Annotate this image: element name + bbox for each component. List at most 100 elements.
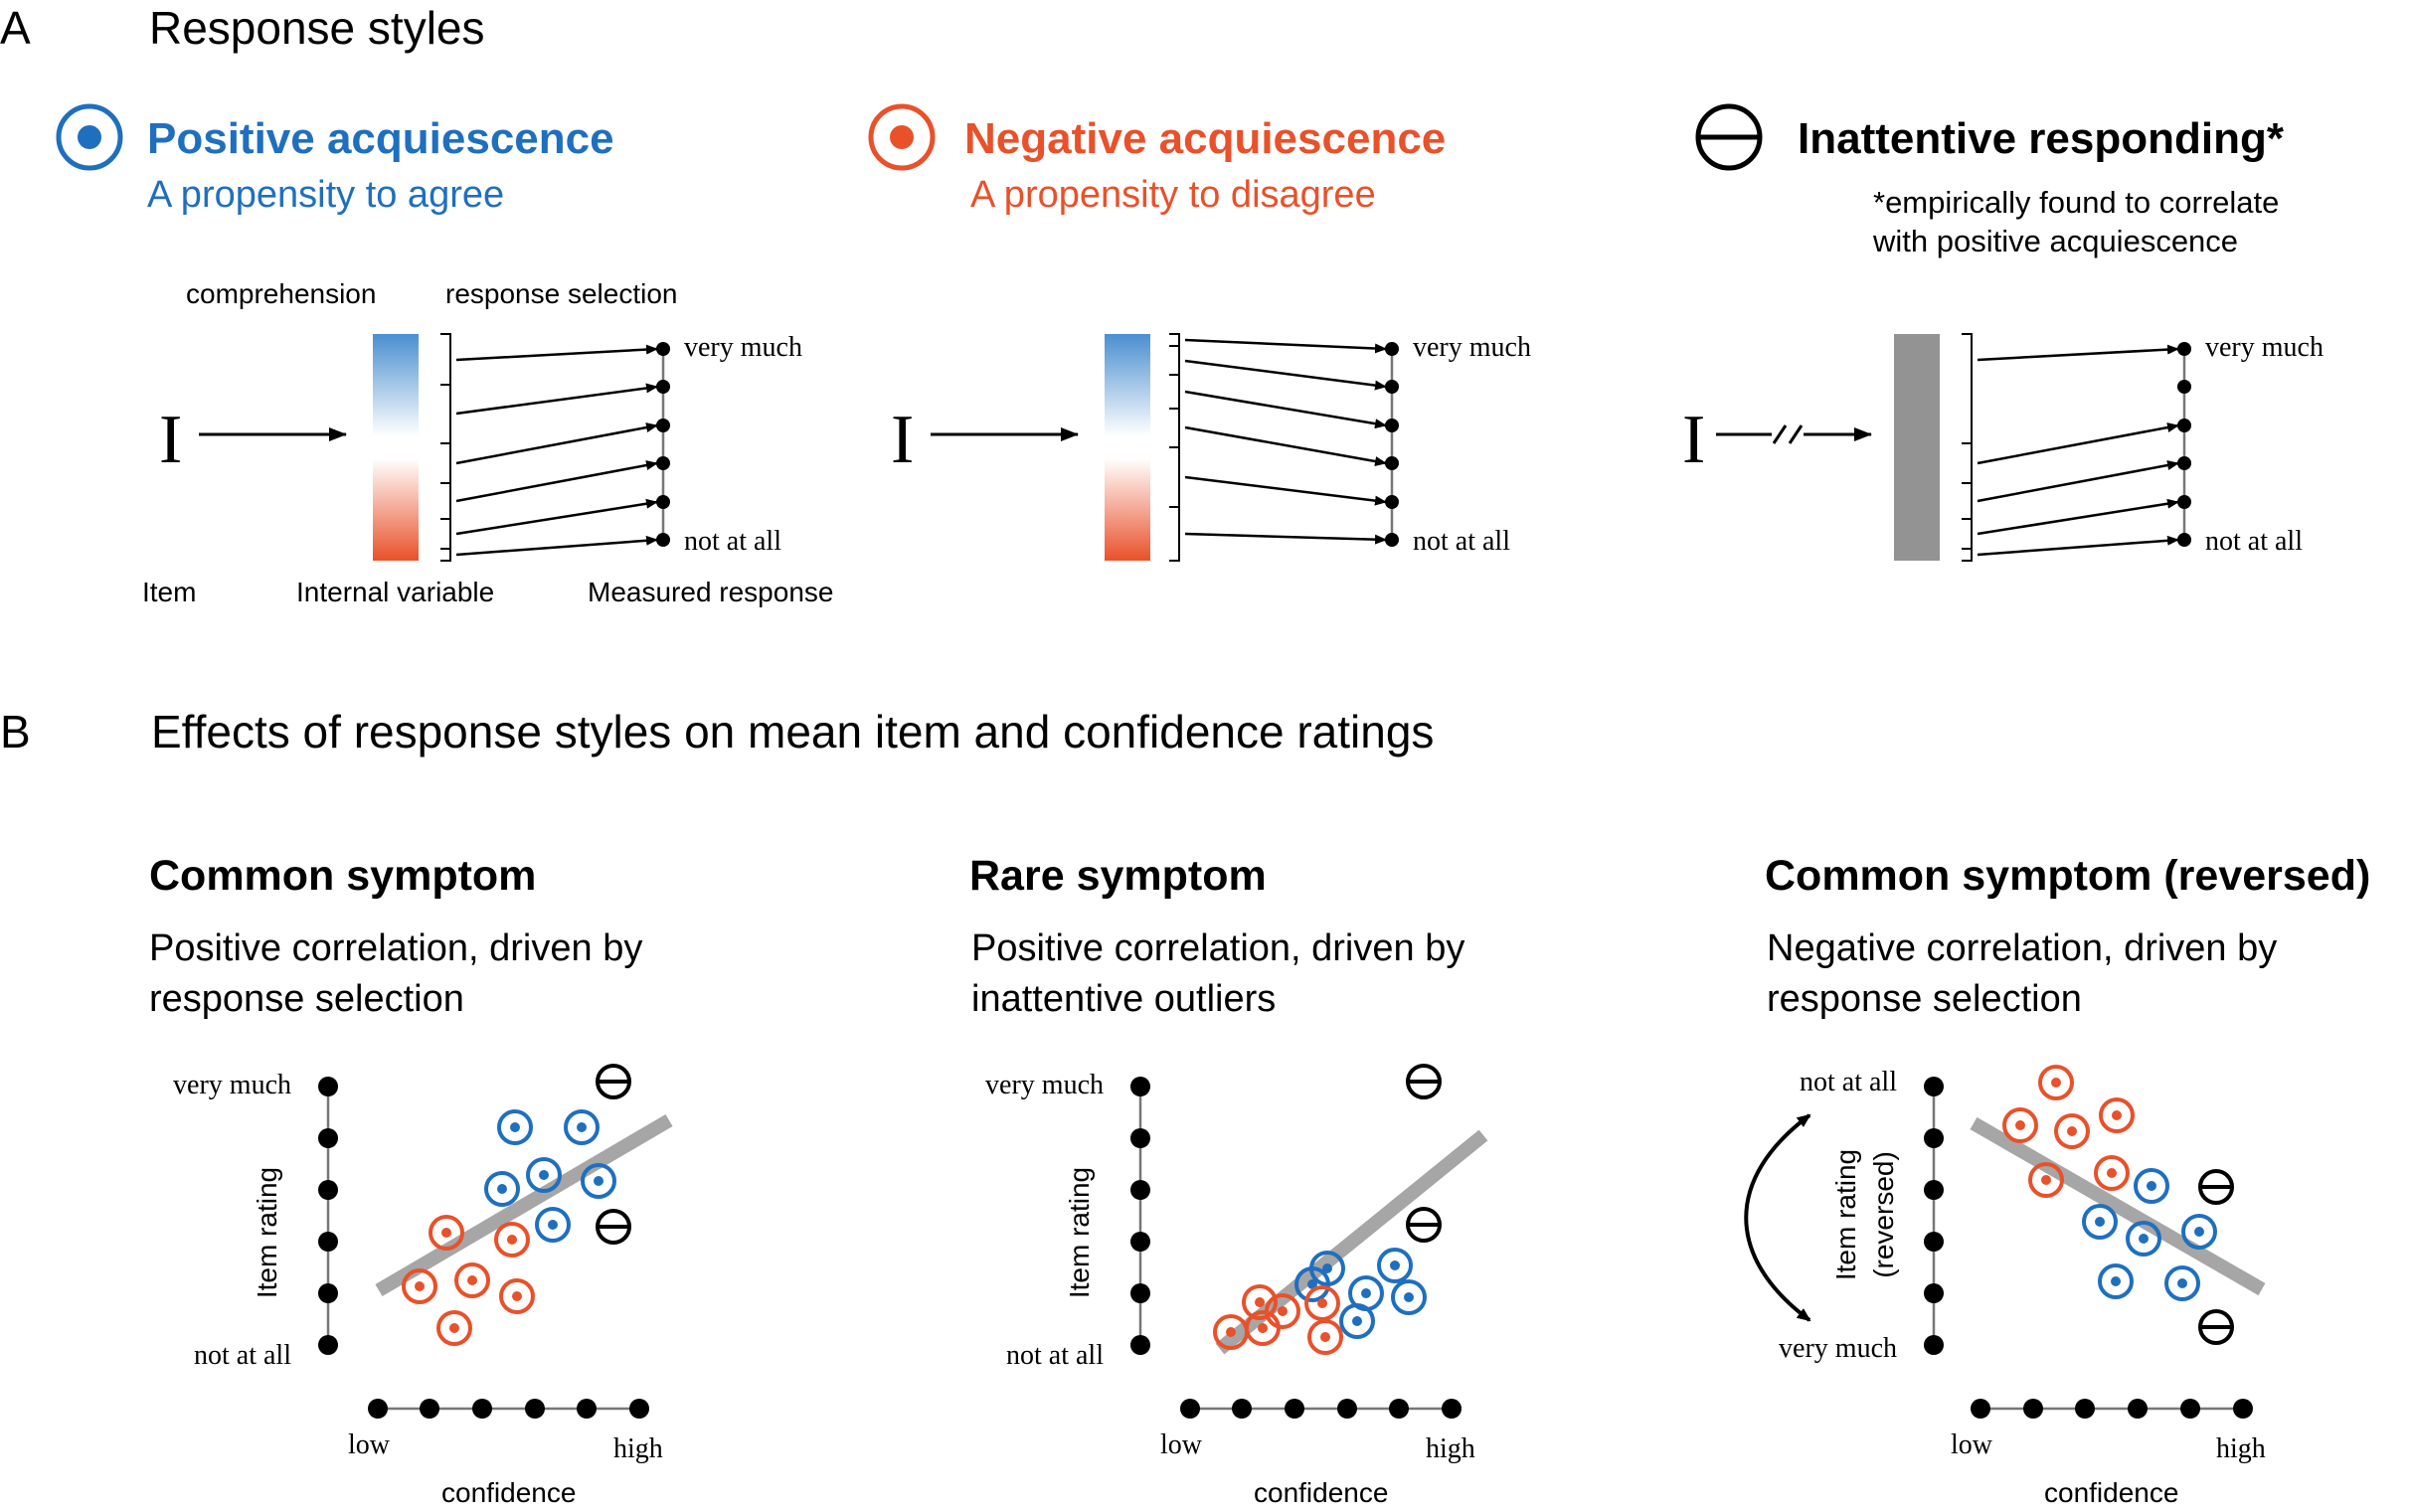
broken-comprehension-arrow bbox=[1716, 424, 1872, 444]
plot-desc-line1: Positive correlation, driven by bbox=[149, 927, 642, 969]
response-selection-label: response selection bbox=[445, 278, 677, 309]
inattentive-points bbox=[1406, 1064, 1442, 1243]
positive-point bbox=[2134, 1168, 2169, 1204]
negative-point bbox=[2028, 1162, 2064, 1198]
inattentive-note-line2: with positive acquiescence bbox=[1872, 224, 2238, 258]
negative-acquiescence-points bbox=[2002, 1065, 2135, 1198]
negative-acquiescence-points bbox=[1213, 1284, 1343, 1355]
plot-title: Common symptom (reversed) bbox=[1765, 852, 2370, 900]
response-arrows bbox=[455, 344, 658, 557]
y-axis-title-reversed: (reversed) bbox=[1868, 1151, 1899, 1278]
scale-bottom-label: not at all bbox=[1413, 526, 1510, 557]
inattentive-point bbox=[2198, 1169, 2234, 1205]
negative-point bbox=[429, 1215, 464, 1251]
panel-b-letter: B bbox=[0, 706, 31, 757]
y-axis bbox=[318, 1077, 338, 1355]
negative-point bbox=[2038, 1065, 2074, 1100]
positive-acquiescence-points bbox=[2082, 1168, 2217, 1301]
positive-point bbox=[497, 1109, 533, 1145]
x-axis bbox=[1180, 1399, 1462, 1419]
measured-response-label: Measured response bbox=[588, 577, 833, 607]
plot-desc-line2: response selection bbox=[149, 978, 464, 1020]
negative-point bbox=[2099, 1097, 2135, 1133]
response-bracket bbox=[1169, 333, 1180, 562]
inattentive-point bbox=[2198, 1309, 2234, 1345]
plot-desc-line2: response selection bbox=[1767, 978, 2082, 1020]
diagram-inattentive: I very much not at all bbox=[1682, 332, 2324, 562]
scale-top-label: very much bbox=[1413, 332, 1531, 363]
x-high-label: high bbox=[2216, 1433, 2266, 1464]
x-low-label: low bbox=[1160, 1429, 1203, 1460]
x-axis-title: confidence bbox=[2044, 1477, 2178, 1508]
x-axis-title: confidence bbox=[441, 1477, 576, 1508]
inattentive-note-line1: *empirically found to correlate bbox=[1873, 185, 2279, 220]
response-scale bbox=[1385, 342, 1399, 547]
item-symbol: I bbox=[1682, 402, 1705, 478]
inattentive-point bbox=[1406, 1207, 1442, 1243]
negative-acquiescence-points bbox=[402, 1215, 535, 1346]
inattentive-name: Inattentive responding* bbox=[1798, 114, 2285, 163]
positive-point bbox=[2082, 1204, 2118, 1240]
panel-b-title: Effects of response styles on mean item … bbox=[151, 706, 1434, 757]
y-axis-title: Item rating bbox=[252, 1167, 282, 1298]
comprehension-label: comprehension bbox=[186, 278, 376, 309]
y-top-label: very much bbox=[985, 1070, 1104, 1100]
plot-common-symptom-reversed: Common symptom (reversed) Negative corre… bbox=[1744, 852, 2370, 1508]
positive-point bbox=[1377, 1248, 1413, 1283]
y-bottom-label: not at all bbox=[194, 1340, 291, 1371]
positive-point bbox=[535, 1207, 571, 1243]
positive-acquiescence-icon bbox=[56, 103, 123, 171]
x-low-label: low bbox=[348, 1429, 391, 1460]
plot-title: Rare symptom bbox=[969, 852, 1267, 900]
y-bottom-label: very much bbox=[1779, 1333, 1897, 1364]
internal-variable-label: Internal variable bbox=[296, 577, 494, 607]
internal-variable-bar bbox=[1105, 334, 1150, 561]
x-high-label: high bbox=[1426, 1433, 1475, 1464]
positive-point bbox=[1391, 1279, 1427, 1315]
negative-point bbox=[1307, 1319, 1343, 1355]
inattentive-points bbox=[596, 1064, 631, 1245]
plot-rare-symptom: Rare symptom Positive correlation, drive… bbox=[969, 852, 1488, 1508]
x-low-label: low bbox=[1951, 1429, 1993, 1460]
response-arrows bbox=[1977, 344, 2179, 557]
positive-point bbox=[2098, 1263, 2134, 1299]
positive-point bbox=[581, 1163, 616, 1199]
negative-point bbox=[454, 1262, 490, 1298]
negative-point bbox=[494, 1222, 530, 1258]
trend-line bbox=[1970, 1116, 2266, 1296]
positive-point bbox=[2181, 1214, 2217, 1250]
positive-point bbox=[2164, 1265, 2200, 1301]
negative-point bbox=[402, 1268, 437, 1304]
negative-point bbox=[1304, 1285, 1340, 1321]
positive-point bbox=[1294, 1266, 1330, 1302]
y-axis bbox=[1924, 1077, 1944, 1355]
plot-desc-line1: Positive correlation, driven by bbox=[971, 927, 1464, 969]
response-scale bbox=[2177, 342, 2191, 547]
positive-acquiescence-name: Positive acquiescence bbox=[147, 114, 614, 163]
y-bottom-label: not at all bbox=[1006, 1340, 1104, 1371]
positive-point bbox=[526, 1157, 562, 1193]
scale-bottom-label: not at all bbox=[684, 526, 781, 557]
scale-top-label: very much bbox=[2205, 332, 2324, 363]
negative-acquiescence-icon bbox=[868, 103, 936, 171]
x-axis bbox=[368, 1399, 649, 1419]
trend-line bbox=[375, 1113, 673, 1297]
y-top-label: not at all bbox=[1800, 1067, 1897, 1097]
diagram-positive: I very much not at all bbox=[159, 332, 802, 562]
negative-point bbox=[436, 1310, 472, 1346]
panel-a-title: Response styles bbox=[149, 2, 485, 54]
inattentive-point bbox=[1406, 1064, 1442, 1099]
positive-acquiescence-desc: A propensity to agree bbox=[147, 174, 504, 216]
positive-point bbox=[2126, 1221, 2161, 1257]
response-scale bbox=[656, 342, 670, 547]
y-axis-title: Item rating bbox=[1830, 1149, 1861, 1280]
negative-point bbox=[499, 1278, 535, 1314]
y-axis bbox=[1130, 1077, 1150, 1355]
inattentive-points bbox=[2198, 1169, 2234, 1345]
response-bracket bbox=[1962, 333, 1973, 562]
inattentive-icon bbox=[1695, 103, 1763, 171]
negative-point bbox=[1245, 1310, 1281, 1346]
scale-top-label: very much bbox=[684, 332, 802, 363]
response-bracket bbox=[440, 333, 451, 562]
